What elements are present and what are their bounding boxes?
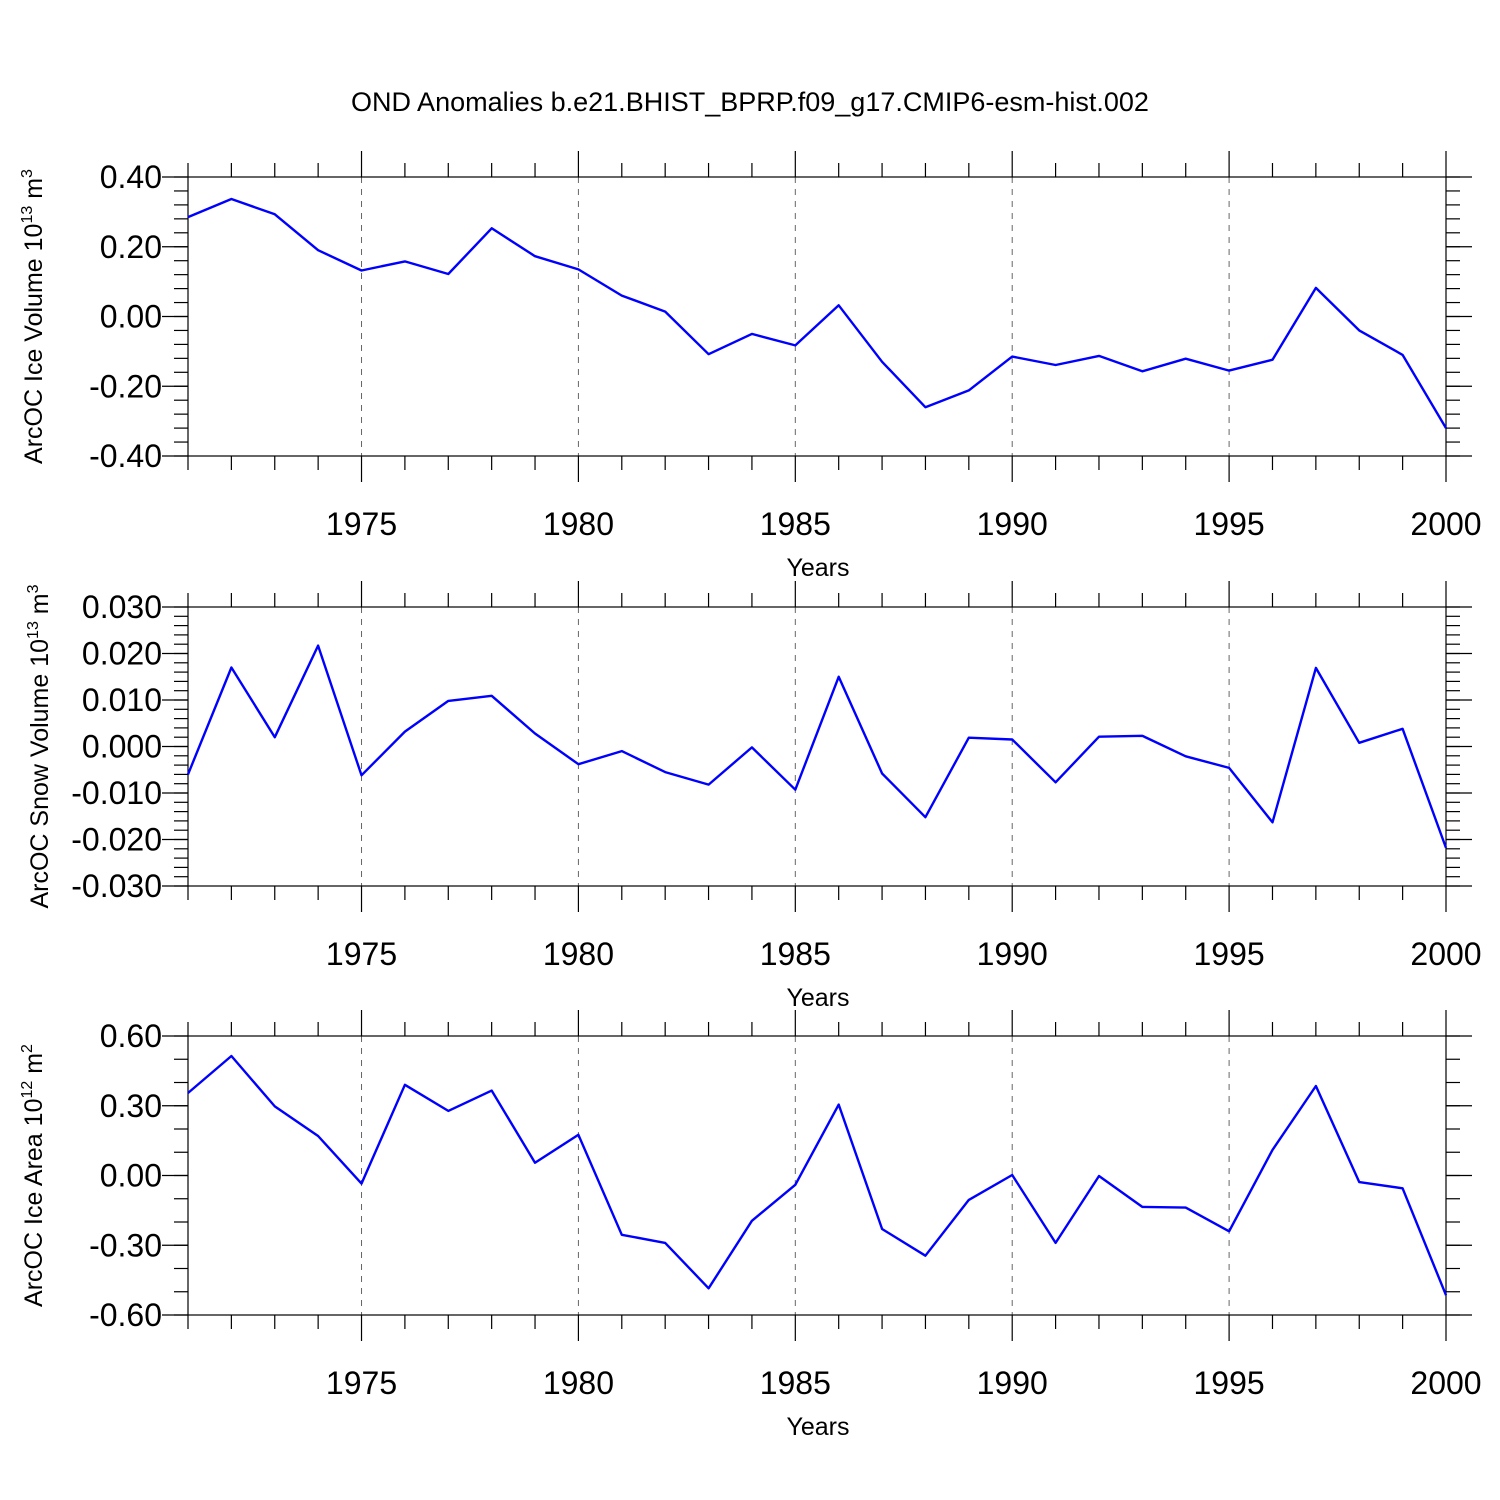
y-tick-label: 0.40	[100, 159, 162, 195]
x-tick-label: 1980	[543, 936, 614, 972]
y-tick-label: -0.020	[71, 822, 162, 858]
plot-frame	[187, 176, 1447, 457]
x-tick-label: 1980	[543, 506, 614, 542]
plot-frame	[187, 606, 1447, 887]
y-axis-label-text: ArcOC Ice Volume 10	[20, 224, 48, 464]
x-tick-label: 1990	[977, 506, 1048, 542]
y-tick-label: 0.00	[100, 1158, 162, 1194]
y-axis-label-superscript: 3	[25, 584, 42, 593]
x-tick-label: 1980	[543, 1365, 614, 1401]
y-tick-label: 0.010	[82, 682, 162, 718]
y-tick-label: -0.20	[89, 368, 162, 404]
y-axis-label-text: ArcOC Snow Volume 10	[26, 639, 54, 909]
x-tick-label: 1990	[977, 1365, 1048, 1401]
x-tick-label: 1975	[326, 936, 397, 972]
x-tick-label: 1990	[977, 936, 1048, 972]
x-tick-label: 1975	[326, 1365, 397, 1401]
x-axis-label: Years	[786, 1413, 849, 1441]
y-axis-label-text: m	[20, 178, 48, 206]
y-axis-label-text: m	[20, 1053, 48, 1081]
panel-2: 0.030 0.020 0.010 0.000 -0.010 -0.020 -0.030 19…	[25, 581, 1482, 1012]
panel-3: 0.60 0.30 0.00 -0.30 -0.60 1975 1980 1985 1990 19…	[19, 1010, 1482, 1441]
y-tick-label: -0.40	[89, 438, 162, 474]
y-axis-label-superscript: 12	[19, 1081, 36, 1099]
y-tick-label: 0.20	[100, 229, 162, 265]
y-tick-label: -0.60	[89, 1297, 162, 1333]
x-tick-label: 1985	[760, 936, 831, 972]
panel-1: 0.40 0.20 0.00 -0.20 -0.40 1975 1980 1985 1990 19…	[19, 151, 1482, 582]
y-axis-label-text: ArcOC Ice Area 10	[20, 1099, 48, 1307]
y-tick-label: 0.60	[100, 1018, 162, 1054]
x-tick-label: 1995	[1194, 936, 1265, 972]
y-axis-label-superscript: 2	[19, 1044, 36, 1053]
x-tick-label: 2000	[1410, 1365, 1481, 1401]
y-axis-label-superscript: 13	[19, 206, 36, 224]
x-tick-label: 1985	[760, 506, 831, 542]
y-axis-label: ArcOC Ice Area 1012 m2	[19, 1044, 48, 1307]
y-tick-label: -0.30	[89, 1227, 162, 1263]
y-tick-label: 0.020	[82, 636, 162, 672]
y-axis-label-superscript: 13	[25, 621, 42, 639]
chart-title: OND Anomalies b.e21.BHIST_BPRP.f09_g17.C…	[351, 87, 1149, 117]
y-axis-label-text: m	[26, 593, 54, 621]
x-axis-label: Years	[786, 984, 849, 1012]
y-tick-label: 0.000	[82, 729, 162, 765]
y-tick-label: -0.010	[71, 775, 162, 811]
plot-frame	[187, 1035, 1447, 1316]
x-tick-label: 1975	[326, 506, 397, 542]
y-tick-label: 0.00	[100, 299, 162, 335]
series-line	[187, 197, 1448, 429]
y-tick-label: 0.030	[82, 589, 162, 625]
series-line	[186, 644, 1448, 849]
y-tick-label: -0.030	[71, 868, 162, 904]
y-tick-label: 0.30	[100, 1088, 162, 1124]
y-axis-label: ArcOC Ice Volume 1013 m3	[19, 169, 48, 464]
y-axis-label-superscript: 3	[19, 169, 36, 178]
y-axis-label: ArcOC Snow Volume 1013 m3	[25, 584, 54, 908]
x-tick-label: 1995	[1194, 1365, 1265, 1401]
x-axis-label: Years	[786, 554, 849, 582]
x-tick-label: 1985	[760, 1365, 831, 1401]
x-tick-label: 2000	[1410, 506, 1481, 542]
series-line	[187, 1054, 1448, 1296]
x-tick-label: 2000	[1410, 936, 1481, 972]
x-tick-label: 1995	[1194, 506, 1265, 542]
